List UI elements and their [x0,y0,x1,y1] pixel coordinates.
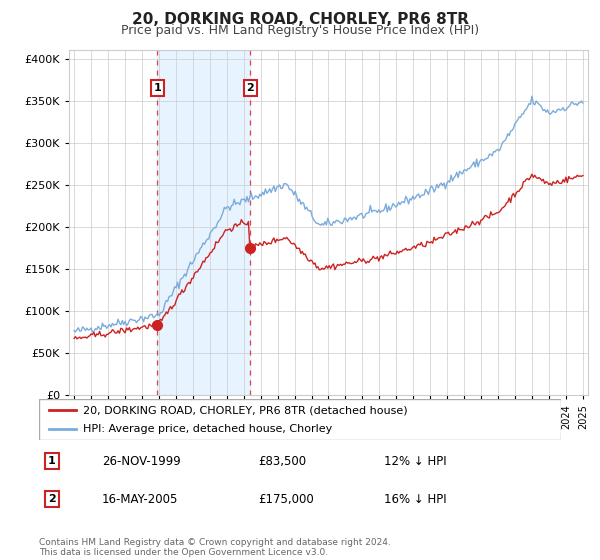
Text: 16% ↓ HPI: 16% ↓ HPI [383,493,446,506]
Text: Price paid vs. HM Land Registry's House Price Index (HPI): Price paid vs. HM Land Registry's House … [121,24,479,36]
Text: 2: 2 [247,83,254,93]
Text: 16-MAY-2005: 16-MAY-2005 [101,493,178,506]
Text: HPI: Average price, detached house, Chorley: HPI: Average price, detached house, Chor… [83,424,332,433]
Text: 12% ↓ HPI: 12% ↓ HPI [383,455,446,468]
Text: 20, DORKING ROAD, CHORLEY, PR6 8TR (detached house): 20, DORKING ROAD, CHORLEY, PR6 8TR (deta… [83,405,408,415]
Text: 1: 1 [154,83,161,93]
Text: 26-NOV-1999: 26-NOV-1999 [101,455,181,468]
Text: 1: 1 [48,456,56,466]
Text: 20, DORKING ROAD, CHORLEY, PR6 8TR: 20, DORKING ROAD, CHORLEY, PR6 8TR [131,12,469,27]
Text: £175,000: £175,000 [258,493,314,506]
Text: 2: 2 [48,494,56,504]
Text: £83,500: £83,500 [258,455,307,468]
FancyBboxPatch shape [39,399,561,440]
Text: Contains HM Land Registry data © Crown copyright and database right 2024.
This d: Contains HM Land Registry data © Crown c… [39,538,391,557]
Bar [157,50,250,395]
